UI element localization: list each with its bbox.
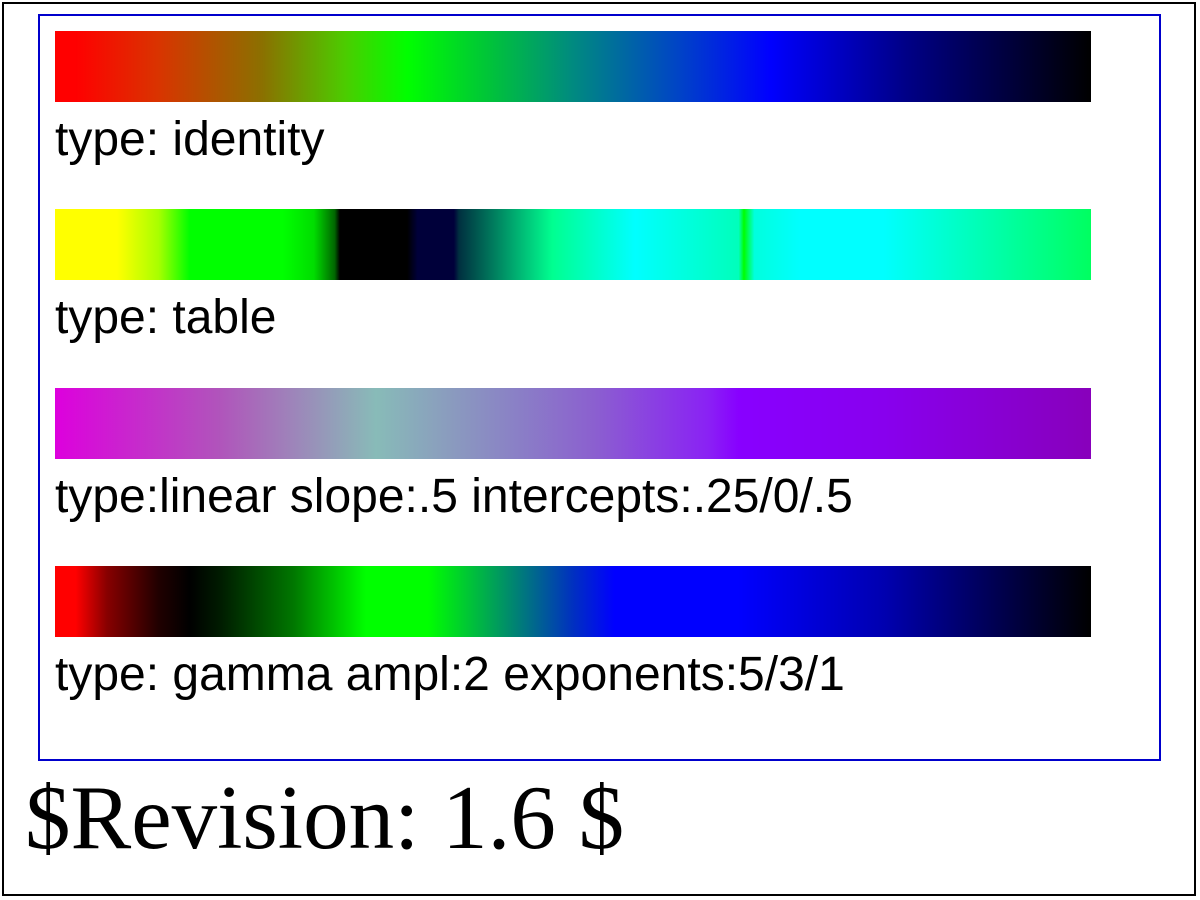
gradient-bar-gamma xyxy=(55,566,1091,637)
test-frame xyxy=(38,14,1161,761)
gradient-bar-table xyxy=(55,209,1091,280)
label-gamma: type: gamma ampl:2 exponents:5/3/1 xyxy=(55,648,845,701)
label-identity: type: identity xyxy=(55,113,325,166)
gradient-bar-linear xyxy=(55,388,1091,459)
gradient-bar-identity xyxy=(55,31,1091,102)
label-linear: type:linear slope:.5 intercepts:.25/0/.5 xyxy=(55,470,853,523)
label-table: type: table xyxy=(55,291,277,344)
revision-label: $Revision: 1.6 $ xyxy=(25,767,625,868)
